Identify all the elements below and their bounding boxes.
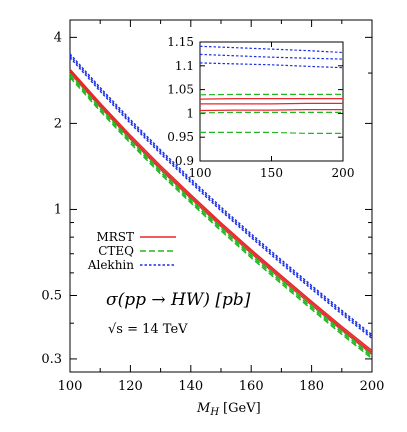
main-plot: 100 120 140 160 180 200 0.3 0.5 1 2 4 MRSTCTEQAlekh… (41, 19, 385, 394)
y-tick-label: 4 (54, 30, 62, 45)
inset-frame (199, 41, 344, 162)
inset-x-tick-label: 100 (189, 166, 212, 180)
inset-y-tick-label: 0.95 (167, 130, 194, 144)
series-line-cteq (69, 73, 373, 356)
inset-series-line (200, 131, 343, 134)
x-axis-label: MH [GeV] (196, 401, 261, 418)
inset-y-tick-label: 1.05 (167, 83, 194, 97)
x-tick-label: 160 (239, 379, 264, 394)
inset-series-line (199, 109, 343, 112)
series-line-cteq (69, 76, 373, 360)
series-line-mrst (69, 70, 373, 354)
x-tick-label: 180 (299, 379, 324, 394)
inset-x-tick-label: 150 (260, 166, 283, 180)
series-line-mrst (69, 68, 373, 352)
y-tick-label: 0.5 (41, 289, 62, 304)
legend-label: Alekhin (87, 258, 134, 272)
x-tick-label: 200 (360, 379, 385, 394)
y-tick-label: 2 (54, 116, 62, 131)
x-tick-label: 140 (178, 379, 203, 394)
series-line-alekhin (69, 53, 373, 336)
inset-y-tick-label: 1.15 (167, 35, 194, 49)
inset-series-line (199, 53, 344, 60)
inset-series-line (199, 111, 343, 114)
x-tick-label: 100 (58, 379, 83, 394)
energy-annotation: √s = 14 TeV (108, 322, 188, 337)
y-tick-label: 0.3 (41, 352, 62, 367)
inset-y-tick-label: 0.9 (175, 154, 194, 168)
inset-y-tick-label: 1 (186, 106, 194, 120)
inset-x-tick-label: 200 (332, 166, 355, 180)
inset-series-line (199, 62, 344, 69)
inset-y-tick-label: 1.1 (175, 59, 194, 73)
inset-plot: 100 150 200 0.9 0.95 1 1.05 1.1 1.15 (167, 35, 354, 180)
series-line-alekhin (69, 55, 373, 338)
inset-series-line (199, 98, 343, 100)
series-line-alekhin (69, 57, 373, 340)
svg-text:MH[GeV]: MH [GeV] (196, 401, 261, 418)
legend-label: MRST (96, 230, 134, 244)
series-line-cteq (69, 75, 373, 358)
process-annotation: σ(pp → HW) [pb] (106, 290, 251, 310)
inset-series-line (200, 102, 343, 105)
legend-label: CTEQ (98, 244, 134, 258)
x-tick-label: 120 (118, 379, 143, 394)
y-tick-label: 1 (54, 202, 62, 217)
inset-series-line (199, 45, 344, 54)
